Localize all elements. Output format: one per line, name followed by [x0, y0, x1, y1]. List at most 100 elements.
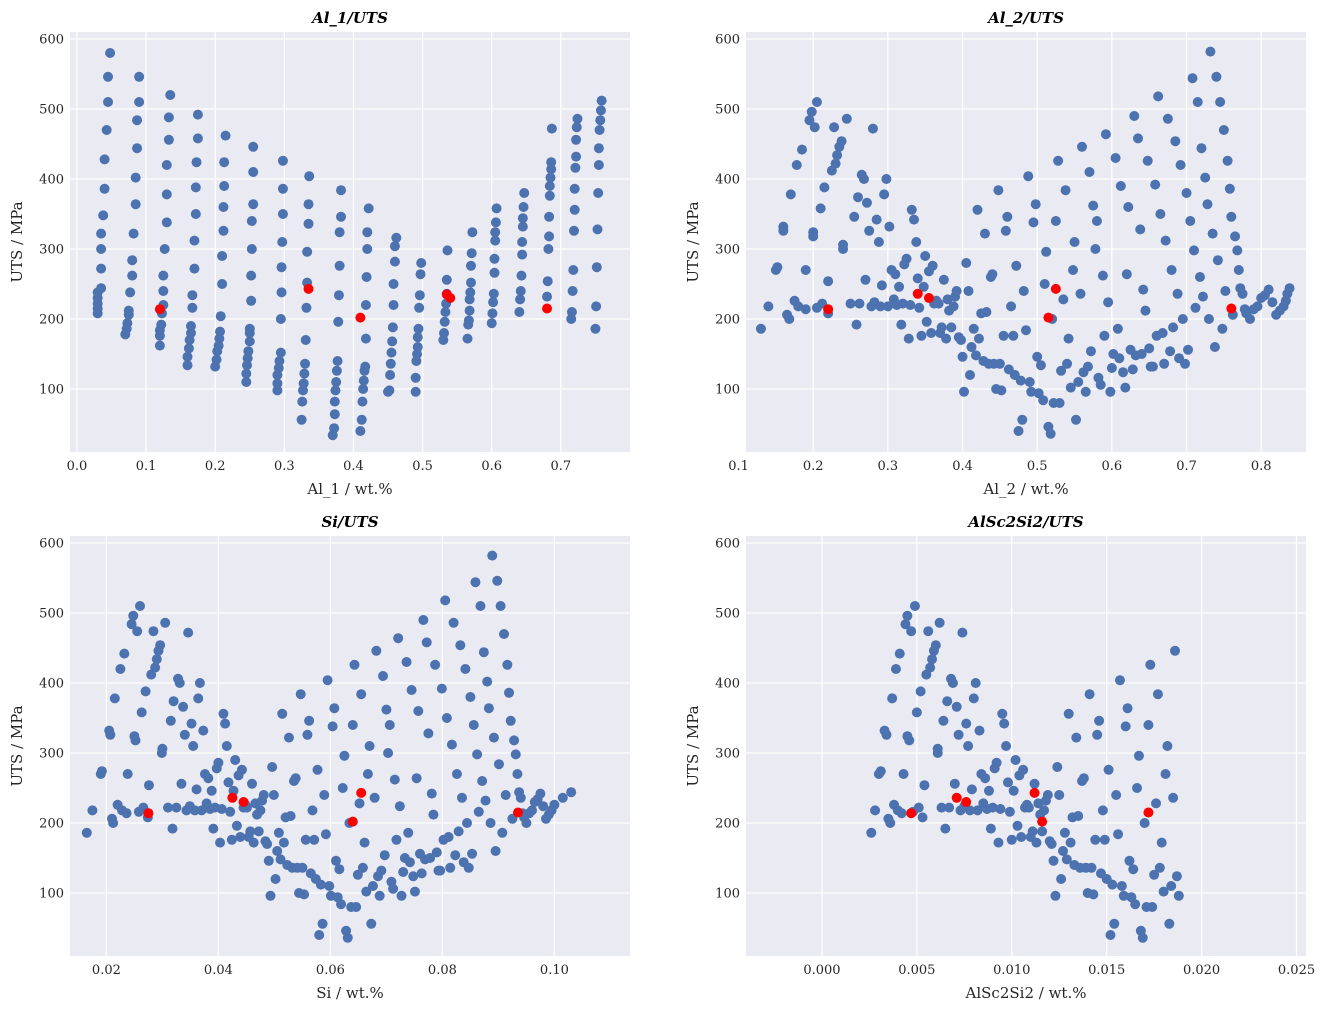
data-point [987, 802, 998, 813]
data-point [307, 805, 318, 816]
data-point [1050, 216, 1061, 226]
data-point [451, 769, 462, 779]
data-point [1173, 890, 1184, 901]
data-point [1160, 769, 1171, 779]
data-point [538, 801, 549, 812]
data-point [132, 115, 143, 126]
data-point [219, 157, 230, 168]
data-point [466, 248, 477, 259]
data-point [398, 867, 409, 877]
data-point [272, 846, 283, 856]
highlight-point [1029, 787, 1040, 798]
data-point [182, 360, 193, 371]
y-tick-label: 100 [39, 887, 64, 902]
data-point [1058, 294, 1069, 305]
data-point [462, 333, 473, 344]
data-point [351, 902, 362, 912]
y-tick-label: 100 [715, 887, 740, 902]
data-point [334, 227, 345, 238]
data-point [1147, 361, 1158, 372]
data-point [386, 347, 397, 358]
data-point [109, 693, 120, 704]
data-point [968, 323, 979, 334]
data-point [185, 328, 196, 338]
data-point [226, 834, 237, 845]
data-point [130, 735, 141, 746]
data-point [1105, 386, 1116, 397]
data-point [944, 802, 955, 813]
data-point [1170, 645, 1181, 656]
data-point [457, 792, 467, 803]
data-point [442, 245, 453, 256]
data-point [838, 239, 849, 250]
data-point [176, 778, 187, 789]
data-point [830, 158, 841, 169]
data-point [187, 290, 198, 301]
data-point [1135, 224, 1146, 235]
data-point [161, 217, 172, 228]
data-point [1166, 265, 1177, 275]
data-point [1112, 323, 1123, 334]
data-point [490, 217, 501, 228]
data-point [487, 308, 498, 319]
data-point [763, 301, 774, 312]
y-tick-label: 100 [715, 383, 740, 398]
data-point [913, 802, 924, 813]
data-point [974, 725, 985, 736]
data-point [1171, 871, 1182, 882]
data-point [470, 577, 481, 588]
data-point [1136, 349, 1147, 359]
data-point [516, 270, 527, 281]
data-point [362, 227, 373, 238]
data-point [213, 757, 224, 768]
x-tick-label: 0.7 [1176, 459, 1197, 474]
data-point [823, 276, 834, 287]
data-point [303, 199, 314, 210]
data-point [161, 189, 172, 200]
data-point [965, 805, 975, 816]
data-point [352, 869, 363, 880]
data-point [486, 318, 497, 329]
data-point [1175, 160, 1186, 170]
data-point [1073, 811, 1084, 821]
data-point [218, 708, 229, 719]
data-point [921, 316, 932, 327]
data-point [957, 351, 968, 362]
data-point [811, 97, 822, 107]
data-point [966, 784, 977, 795]
data-point [235, 832, 246, 842]
data-point [403, 827, 414, 838]
data-point [158, 270, 169, 281]
data-point [190, 209, 201, 219]
data-point [130, 172, 141, 183]
data-point [421, 637, 432, 648]
data-point [490, 846, 501, 856]
data-point [849, 211, 860, 222]
data-point [450, 850, 461, 861]
data-point [105, 729, 116, 740]
data-point [571, 151, 582, 162]
data-point [890, 664, 901, 674]
data-point [230, 755, 241, 765]
y-axis-label: UTS / MPa [8, 705, 26, 786]
data-point [179, 729, 190, 740]
data-point [315, 879, 326, 890]
data-point [216, 804, 227, 814]
data-point [906, 204, 917, 215]
data-series [92, 48, 607, 441]
data-point [388, 279, 399, 289]
data-point [223, 777, 234, 788]
data-point [428, 809, 439, 820]
data-point [379, 850, 390, 861]
data-point [515, 286, 526, 296]
data-point [374, 890, 385, 901]
y-tick-label: 600 [715, 33, 740, 48]
data-point [871, 214, 882, 225]
data-point [121, 808, 132, 819]
data-point [1027, 826, 1038, 837]
data-point [918, 281, 929, 292]
data-point [906, 626, 917, 637]
data-point [983, 785, 994, 796]
data-point [1012, 820, 1023, 831]
data-point [991, 757, 1002, 768]
